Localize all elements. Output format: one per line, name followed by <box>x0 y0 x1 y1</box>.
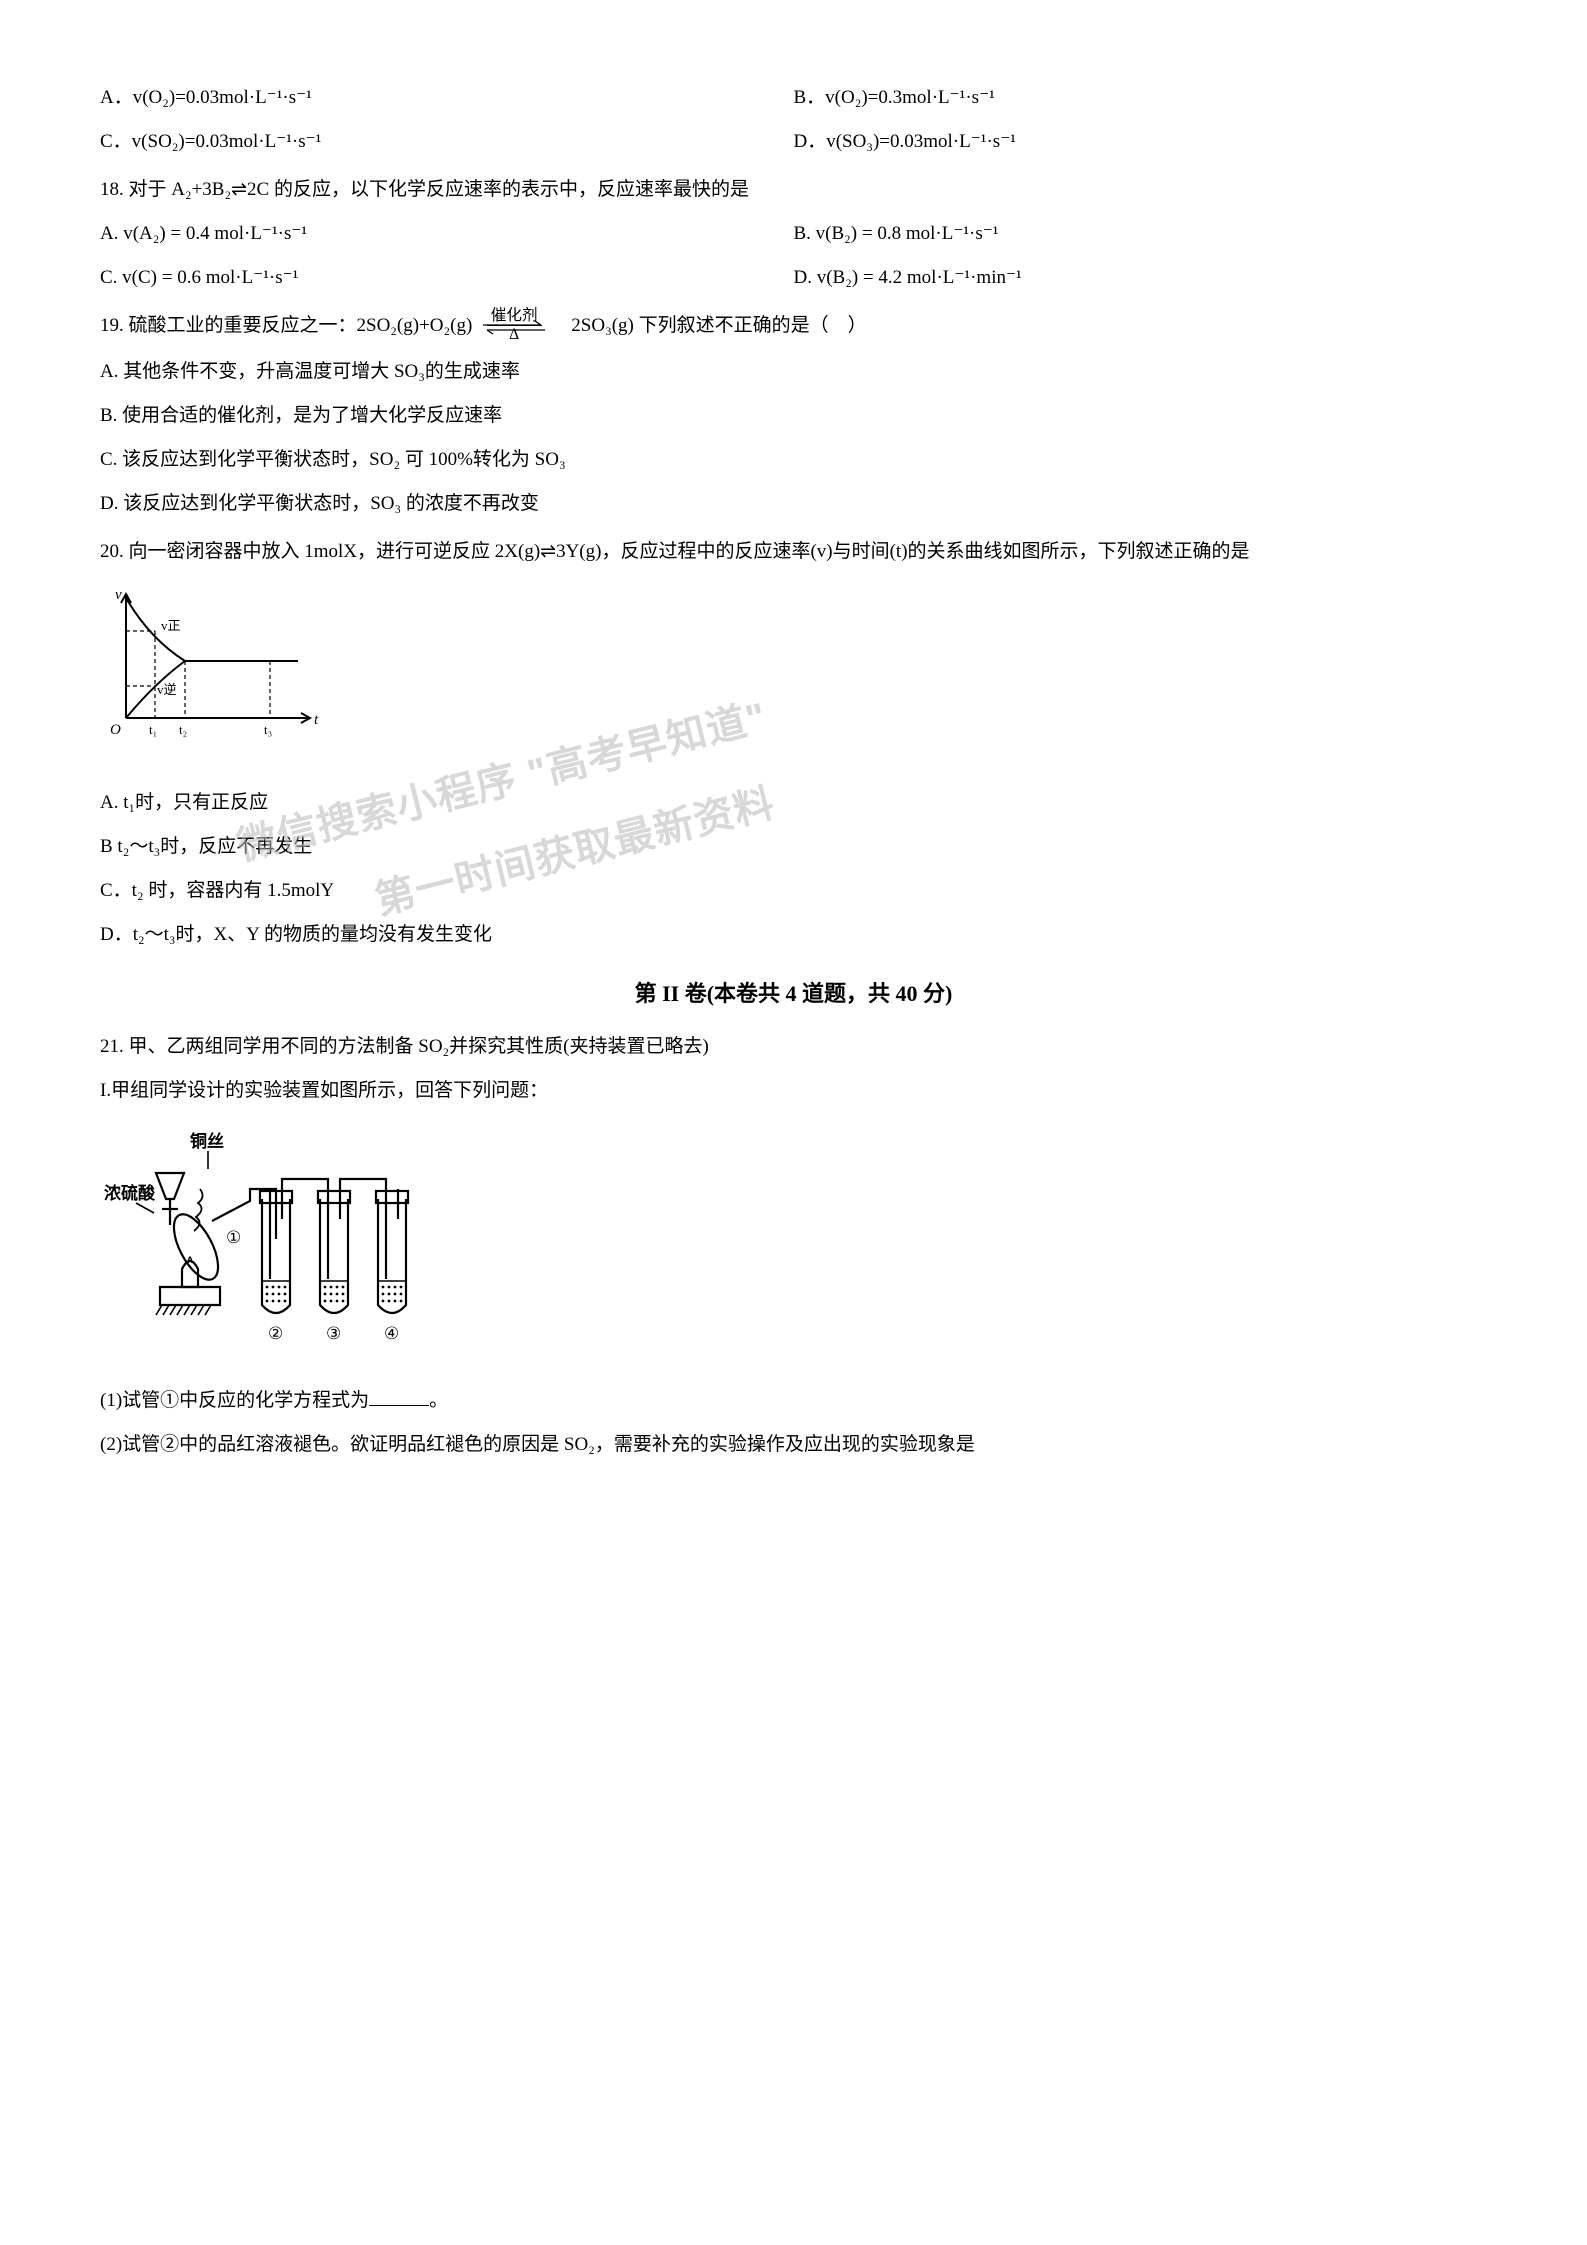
question-21: 21. 甲、乙两组同学用不同的方法制备 SO₂并探究其性质(夹持装置已略去) I… <box>100 1029 1487 1462</box>
option-a: A．v(O₂)=0.03mol·L⁻¹·s⁻¹ <box>100 80 794 116</box>
options-row: C. v(C) = 0.6 mol·L⁻¹·s⁻¹ D. v(B₂) = 4.2… <box>100 260 1487 296</box>
question-stem: 20. 向一密闭容器中放入 1molX，进行可逆反应 2X(g)⇌3Y(g)，反… <box>100 534 1487 570</box>
option-c: C．t₂ 时，容器内有 1.5molY <box>100 873 1487 909</box>
question-18: 18. 对于 A₂+3B₂⇌2C 的反应，以下化学反应速率的表示中，反应速率最快… <box>100 172 1487 296</box>
rate-time-chart: v t Ot₁ t₂ t₃ v正 v逆 <box>100 586 1487 769</box>
svg-text:浓硫酸: 浓硫酸 <box>104 1183 156 1203</box>
chart-svg: v t Ot₁ t₂ t₃ v正 v逆 <box>100 586 330 756</box>
option-c: C．v(SO₂)=0.03mol·L⁻¹·s⁻¹ <box>100 124 794 160</box>
stem-pre: 19. 硫酸工业的重要反应之一：2SO₂(g)+O₂(g) <box>100 315 472 336</box>
svg-text:O: O <box>110 722 121 738</box>
options-row: C．v(SO₂)=0.03mol·L⁻¹·s⁻¹ D．v(SO₃)=0.03mo… <box>100 124 1487 160</box>
apparatus-diagram: 浓硫酸 铜丝 ① ② ③ ④ <box>100 1129 1487 1362</box>
option-d: D．t₂～t₃时，X、Y 的物质的量均没有发生变化 <box>100 917 1487 953</box>
options-row: A．v(O₂)=0.03mol·L⁻¹·s⁻¹ B．v(O₂)=0.3mol·L… <box>100 80 1487 116</box>
answer-blank <box>369 1405 429 1406</box>
option-a: A. v(A₂) = 0.4 mol·L⁻¹·s⁻¹ <box>100 216 794 252</box>
question-part-1: I.甲组同学设计的实验装置如图所示，回答下列问题： <box>100 1073 1487 1109</box>
option-a: A. t₁时，只有正反应 <box>100 785 1487 821</box>
frac-top: 催化剂 <box>487 307 542 326</box>
question-stem: 18. 对于 A₂+3B₂⇌2C 的反应，以下化学反应速率的表示中，反应速率最快… <box>100 172 1487 208</box>
options-row: A. v(A₂) = 0.4 mol·L⁻¹·s⁻¹ B. v(B₂) = 0.… <box>100 216 1487 252</box>
svg-text:t₃: t₃ <box>264 722 272 737</box>
option-c: C. 该反应达到化学平衡状态时，SO₂ 可 100%转化为 SO₃ <box>100 442 1487 478</box>
svg-text:t: t <box>314 712 319 728</box>
option-d: D. 该反应达到化学平衡状态时，SO₃ 的浓度不再改变 <box>100 486 1487 522</box>
svg-text:④: ④ <box>384 1324 399 1343</box>
svg-text:t₁: t₁ <box>149 722 157 737</box>
svg-text:③: ③ <box>326 1324 341 1343</box>
frac-bot: Δ <box>505 326 523 344</box>
svg-text:t₂: t₂ <box>179 722 187 737</box>
sub-question-2: (2)试管②中的品红溶液褪色。欲证明品红褪色的原因是 SO₂，需要补充的实验操作… <box>100 1427 1487 1463</box>
diagram-svg: 浓硫酸 铜丝 ① ② ③ ④ <box>100 1129 430 1349</box>
svg-text:①: ① <box>226 1228 241 1247</box>
question-20: 20. 向一密闭容器中放入 1molX，进行可逆反应 2X(g)⇌3Y(g)，反… <box>100 534 1487 954</box>
stem-post: 2SO₃(g) 下列叙述不正确的是（ ） <box>571 315 866 336</box>
svg-text:②: ② <box>268 1324 283 1343</box>
option-d: D. v(B₂) = 4.2 mol·L⁻¹·min⁻¹ <box>794 260 1488 296</box>
option-a: A. 其他条件不变，升高温度可增大 SO₃的生成速率 <box>100 354 1487 390</box>
svg-text:v逆: v逆 <box>157 682 177 697</box>
question-stem: 19. 硫酸工业的重要反应之一：2SO₂(g)+O₂(g) 催化剂 Δ 2SO₃… <box>100 308 1487 345</box>
svg-text:v正: v正 <box>161 618 181 633</box>
question-17-options: A．v(O₂)=0.03mol·L⁻¹·s⁻¹ B．v(O₂)=0.3mol·L… <box>100 80 1487 160</box>
option-b: B．v(O₂)=0.3mol·L⁻¹·s⁻¹ <box>794 80 1488 116</box>
sub1-post: 。 <box>429 1390 448 1411</box>
catalyst-fraction: 催化剂 Δ <box>487 307 542 344</box>
sub-question-1: (1)试管①中反应的化学方程式为 。 <box>100 1383 1487 1419</box>
option-c: C. v(C) = 0.6 mol·L⁻¹·s⁻¹ <box>100 260 794 296</box>
svg-text:铜丝: 铜丝 <box>190 1131 224 1151</box>
question-19: 19. 硫酸工业的重要反应之一：2SO₂(g)+O₂(g) 催化剂 Δ 2SO₃… <box>100 308 1487 521</box>
svg-text:v: v <box>115 587 122 603</box>
option-b: B t₂～t₃时，反应不再发生 <box>100 829 1487 865</box>
sub1-pre: (1)试管①中反应的化学方程式为 <box>100 1390 369 1411</box>
option-d: D．v(SO₃)=0.03mol·L⁻¹·s⁻¹ <box>794 124 1488 160</box>
question-stem: 21. 甲、乙两组同学用不同的方法制备 SO₂并探究其性质(夹持装置已略去) <box>100 1029 1487 1065</box>
option-b: B. 使用合适的催化剂，是为了增大化学反应速率 <box>100 398 1487 434</box>
section-2-title: 第 II 卷(本卷共 4 道题，共 40 分) <box>100 973 1487 1015</box>
option-b: B. v(B₂) = 0.8 mol·L⁻¹·s⁻¹ <box>794 216 1488 252</box>
